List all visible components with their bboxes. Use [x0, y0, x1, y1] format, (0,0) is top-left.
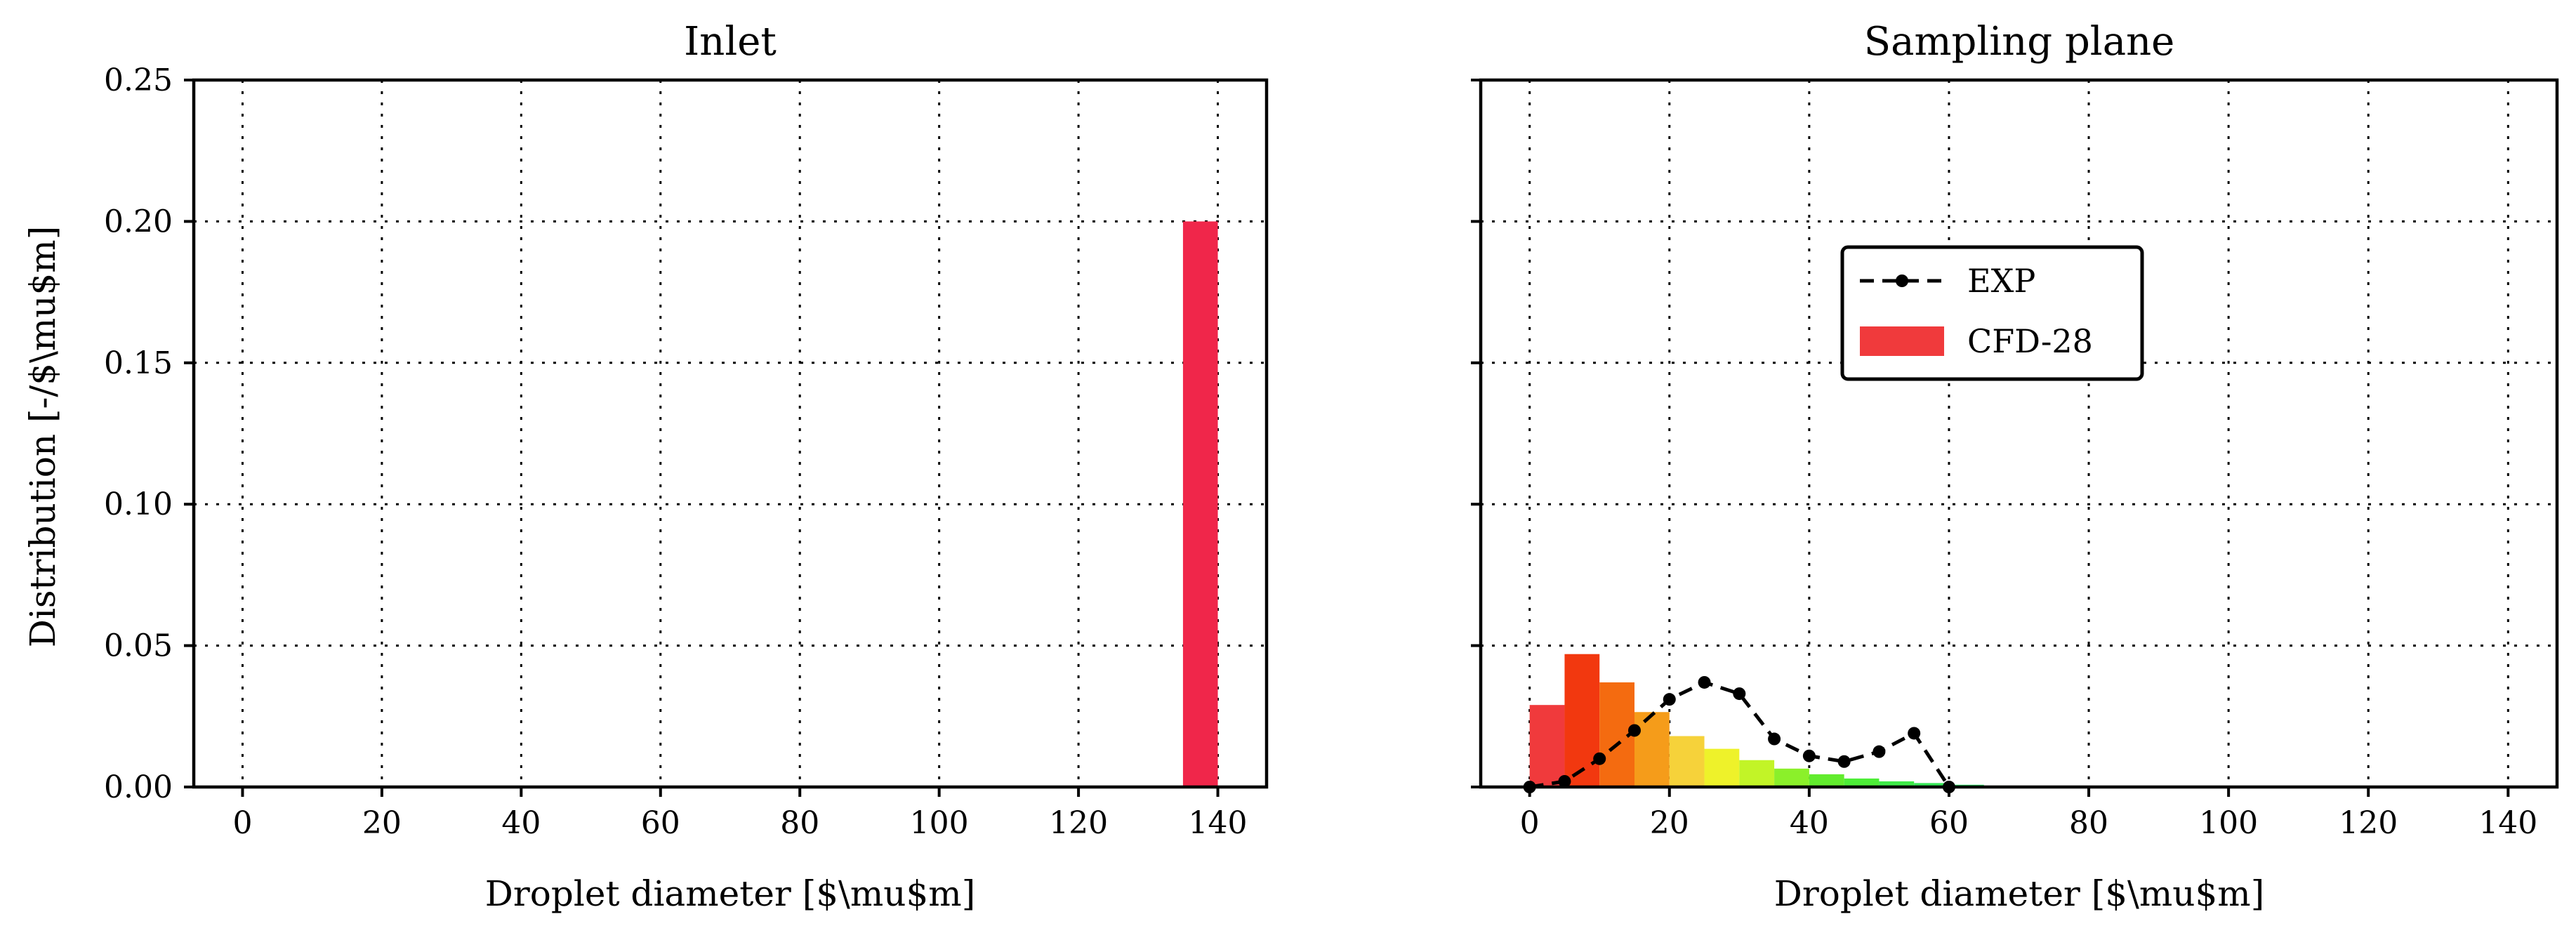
y-tick-label: 0.25	[104, 62, 173, 98]
bar	[1669, 736, 1705, 787]
legend-swatch	[1860, 326, 1944, 356]
legend-item: EXP	[1860, 262, 2035, 300]
x-axis-label: Droplet diameter [$\mu$m]	[1774, 873, 2264, 914]
y-tick-label: 0.00	[104, 769, 173, 805]
x-tick-label: 20	[1650, 805, 1689, 841]
bar	[1182, 221, 1218, 787]
data-point	[1628, 724, 1641, 737]
bar	[1774, 768, 1809, 787]
y-tick-label: 0.15	[104, 345, 173, 381]
legend-marker	[1896, 275, 1908, 287]
bar	[1704, 748, 1740, 787]
x-axis-label: Droplet diameter [$\mu$m]	[485, 873, 975, 914]
x-tick-label: 140	[1189, 805, 1248, 841]
x-tick-label: 0	[232, 805, 252, 841]
data-point	[1872, 745, 1886, 758]
grid	[194, 79, 1267, 788]
y-tick-label: 0.10	[104, 487, 173, 522]
data-point	[1663, 693, 1676, 706]
bar	[1634, 712, 1670, 787]
plot-frame	[1479, 78, 2559, 789]
legend-label: CFD-28	[1967, 322, 2093, 360]
panel-title: Inlet	[684, 19, 777, 65]
bar	[1844, 778, 1880, 787]
x-tick-label: 60	[641, 805, 680, 841]
x-tick-label: 60	[1929, 805, 1969, 841]
data-point	[1768, 732, 1781, 746]
x-tick-label: 120	[1049, 805, 1108, 841]
y-axis-label: Distribution [-/$\mu$m]	[22, 226, 63, 647]
bar	[1564, 654, 1600, 787]
bars	[1529, 654, 2019, 787]
data-point	[1802, 749, 1816, 762]
x-tick-label: 40	[501, 805, 541, 841]
plot-frame	[192, 78, 1269, 789]
bar	[1879, 781, 1915, 787]
series-exp	[1523, 675, 1955, 793]
bar	[1914, 783, 1949, 787]
y-tick-label: 0.20	[104, 204, 173, 239]
bar	[1739, 760, 1775, 787]
x-tick-label: 100	[910, 805, 969, 841]
x-tick-label: 40	[1790, 805, 1829, 841]
legend-label: EXP	[1967, 262, 2035, 300]
data-point	[1593, 752, 1606, 765]
x-tick-label: 80	[780, 805, 819, 841]
x-tick-label: 100	[2199, 805, 2258, 841]
data-point	[1558, 774, 1571, 788]
data-point	[1698, 675, 1711, 689]
bars	[1182, 221, 1218, 787]
data-point	[1908, 727, 1921, 740]
x-tick-label: 120	[2339, 805, 2398, 841]
panel-inlet: Inlet Distribution [-/$\mu$m] Droplet di…	[22, 19, 1269, 914]
x-tick-label: 140	[2478, 805, 2537, 841]
grid	[1481, 79, 2557, 788]
x-tick-label: 0	[1520, 805, 1540, 841]
x-tick-label: 80	[2069, 805, 2108, 841]
data-point	[1837, 755, 1851, 768]
bar	[1529, 705, 1565, 787]
data-point	[1733, 687, 1746, 701]
panel-sampling-plane: Sampling plane Droplet diameter [$\mu$m]…	[1471, 19, 2559, 914]
panel-title: Sampling plane	[1864, 19, 2175, 65]
legend: EXP CFD-28	[1840, 245, 2144, 381]
bar	[1809, 774, 1844, 787]
legend-item: CFD-28	[1860, 322, 2093, 360]
x-tick-label: 20	[362, 805, 402, 841]
y-tick-label: 0.05	[104, 628, 173, 664]
